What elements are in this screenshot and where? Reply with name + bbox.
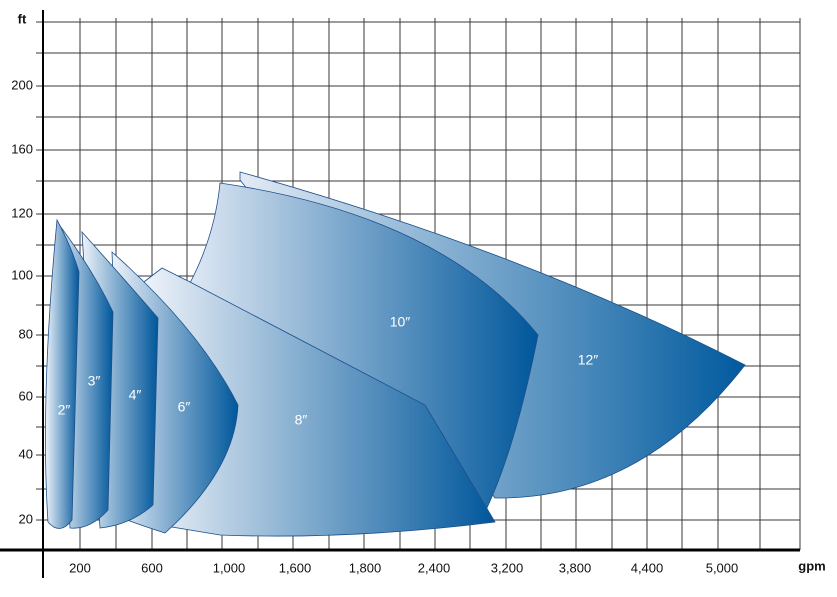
y-tick-label: 60 [19, 388, 33, 403]
y-tick-label: 80 [19, 326, 33, 341]
y-tick-label: 160 [11, 141, 33, 156]
regions [45, 171, 746, 537]
y-tick-label: 40 [19, 446, 33, 461]
y-unit: ft [18, 11, 27, 26]
region-label: 2″ [58, 402, 71, 418]
region-label: 4″ [129, 387, 142, 403]
x-tick-label: 3,200 [491, 560, 524, 575]
y-tick-label: 120 [11, 205, 33, 220]
x-tick-label: 1,000 [213, 560, 246, 575]
y-tick-label: 100 [11, 267, 33, 282]
x-unit: gpm [798, 558, 825, 573]
x-tick-label: 4,400 [631, 560, 664, 575]
x-tick-label: 1,600 [279, 560, 312, 575]
y-tick-label: 200 [11, 77, 33, 92]
region-label: 8″ [295, 412, 308, 428]
x-tick-label: 200 [69, 560, 91, 575]
region-8 [139, 267, 496, 537]
region-10 [189, 182, 539, 513]
x-tick-label: 3,800 [559, 560, 592, 575]
x-tick-label: 5,000 [706, 560, 739, 575]
region-label: 12″ [578, 352, 599, 368]
x-tick-label: 2,400 [418, 560, 451, 575]
x-tick-label: 1,800 [349, 560, 382, 575]
x-tick-label: 600 [141, 560, 163, 575]
region-2 [45, 218, 80, 529]
region-label: 10″ [390, 314, 411, 330]
region-label: 6″ [178, 399, 191, 415]
region-label: 3″ [88, 373, 101, 389]
y-tick-label: 20 [19, 511, 33, 526]
